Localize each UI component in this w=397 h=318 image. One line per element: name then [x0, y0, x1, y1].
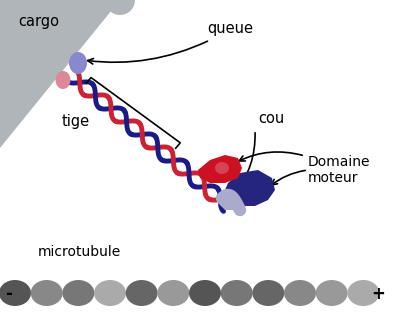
Text: cargo: cargo [18, 14, 59, 29]
Polygon shape [218, 196, 240, 210]
Ellipse shape [347, 280, 379, 306]
Ellipse shape [221, 280, 252, 306]
Ellipse shape [252, 280, 284, 306]
Ellipse shape [62, 280, 94, 306]
Text: cou: cou [258, 111, 284, 126]
Ellipse shape [94, 280, 126, 306]
Ellipse shape [56, 71, 71, 89]
Polygon shape [0, 0, 120, 148]
Text: +: + [371, 285, 385, 303]
Text: Domaine
moteur: Domaine moteur [308, 155, 370, 185]
Ellipse shape [284, 280, 316, 306]
Text: tige: tige [62, 114, 90, 129]
Ellipse shape [157, 280, 189, 306]
Ellipse shape [69, 52, 87, 74]
Ellipse shape [215, 162, 229, 174]
Text: microtubule: microtubule [38, 245, 121, 259]
Ellipse shape [126, 280, 158, 306]
Ellipse shape [105, 0, 135, 15]
Ellipse shape [316, 280, 348, 306]
Polygon shape [225, 170, 275, 206]
Text: queue: queue [207, 21, 253, 36]
Ellipse shape [31, 280, 63, 306]
Ellipse shape [0, 280, 31, 306]
Polygon shape [198, 155, 242, 183]
Ellipse shape [189, 280, 221, 306]
Text: -: - [5, 285, 12, 303]
